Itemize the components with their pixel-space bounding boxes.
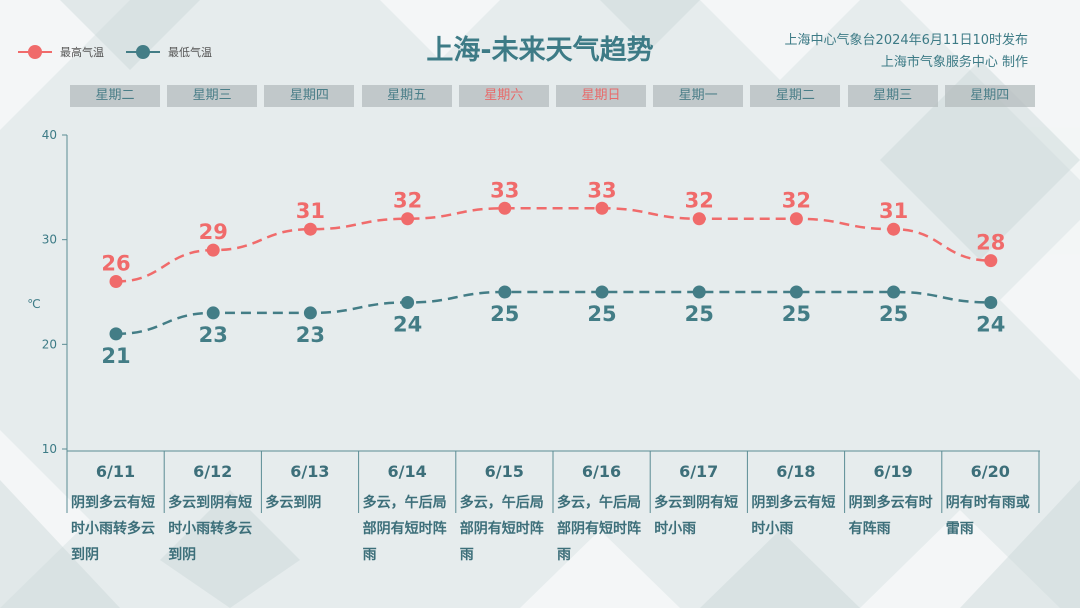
data-point-high: [692, 212, 706, 226]
legend-item-high: 最高气温: [18, 44, 104, 60]
x-tick-label: 6/19: [873, 462, 913, 481]
x-tick-label: 6/12: [193, 462, 233, 481]
weekday-label: 星期日: [556, 85, 646, 107]
legend-swatch-low: [126, 45, 160, 59]
data-point-low: [595, 285, 609, 299]
forecast-cell: 6/11: [67, 451, 164, 513]
weekday-label: 星期四: [944, 85, 1035, 107]
data-label-high: 32: [685, 189, 714, 213]
x-tick-label: 6/15: [484, 462, 524, 481]
weather-description: 多云，午后局部阴有短时阵雨: [362, 495, 447, 563]
data-point-low: [789, 285, 803, 299]
data-label-high: 29: [199, 220, 228, 244]
weather-description: 阴有时有雨或雷雨: [945, 495, 1030, 537]
weather-description: 多云，午后局部阴有短时阵雨: [557, 495, 641, 563]
data-label-high: 33: [490, 178, 519, 202]
x-tick-label: 6/20: [970, 462, 1010, 481]
y-tick-label: 30: [42, 233, 57, 247]
series-line-high: [115, 207, 991, 283]
data-label-high: 32: [782, 189, 811, 213]
forecast-cell: 6/15: [456, 451, 553, 513]
issuer-line-1: 上海中心气象台2024年6月11日10时发布: [784, 33, 1028, 48]
forecast-cell: 6/12: [164, 451, 261, 513]
data-label-high: 26: [101, 252, 130, 276]
issuer-line-2: 上海市气象服务中心 制作: [880, 55, 1028, 70]
issuer-info: 上海中心气象台2024年6月11日10时发布 上海市气象服务中心 制作: [785, 30, 1028, 74]
data-label-low: 25: [490, 302, 519, 326]
x-tick-label: 6/16: [581, 462, 622, 481]
data-label-low: 23: [199, 323, 228, 347]
x-tick-label: 6/18: [776, 462, 816, 481]
forecast-cell: 6/20: [942, 451, 1039, 513]
y-tick-label: 40: [42, 128, 57, 142]
weekday-label: 星期二: [70, 85, 160, 107]
x-tick-label: 6/11: [95, 462, 136, 481]
forecast-cell: 6/18: [747, 451, 844, 513]
data-label-low: 24: [976, 312, 1005, 336]
data-point-high: [109, 275, 123, 289]
weekday-label: 星期三: [167, 85, 258, 107]
forecast-cell: 6/19: [845, 451, 942, 513]
data-point-high: [303, 222, 317, 236]
weather-description: 阴到多云有时有阵雨: [848, 495, 933, 537]
series-line-low: [115, 290, 991, 336]
data-point-low: [109, 327, 123, 341]
legend-swatch-high: [18, 45, 52, 59]
x-tick-label: 6/17: [679, 462, 719, 481]
legend-item-low: 最低气温: [126, 44, 212, 60]
data-point-high: [887, 222, 901, 236]
x-tick-label: 6/13: [290, 462, 330, 481]
weather-description: 多云到阴有短时小雨: [654, 495, 739, 537]
data-point-low: [401, 295, 415, 309]
data-label-high: 33: [587, 178, 616, 202]
data-point-high: [789, 212, 803, 226]
data-label-low: 25: [879, 302, 908, 326]
data-point-low: [206, 306, 220, 320]
weather-description: 多云到阴: [265, 495, 322, 511]
forecast-cell: 6/14: [359, 451, 456, 513]
y-axis-unit-label: ℃: [27, 297, 40, 311]
weekday-label: 星期一: [653, 85, 744, 107]
legend-label-low: 最低气温: [168, 46, 212, 59]
data-point-low: [887, 285, 901, 299]
forecast-cell: 6/17: [650, 451, 747, 513]
weekday-label: 星期六: [458, 85, 549, 107]
data-label-high: 31: [879, 199, 908, 223]
data-point-high: [498, 201, 512, 215]
data-point-low: [498, 285, 512, 299]
data-label-high: 28: [976, 231, 1005, 255]
y-tick-label: 20: [42, 337, 57, 351]
weather-description: 多云，午后局部阴有短时阵雨: [459, 495, 544, 563]
weekday-label: 星期四: [264, 85, 355, 107]
chart-legend: 最高气温 最低气温: [18, 44, 234, 60]
legend-label-high: 最高气温: [60, 46, 104, 59]
data-point-low: [303, 306, 317, 320]
page-title: 上海-未来天气趋势: [426, 35, 654, 66]
weather-description: 阴到多云有短时小雨转多云到阴: [71, 495, 155, 563]
data-point-low: [984, 295, 998, 309]
y-tick-label: 10: [42, 442, 57, 456]
weather-description: 多云到阴有短时小雨转多云到阴: [168, 495, 253, 563]
data-point-high: [595, 201, 609, 215]
weekday-label: 星期二: [750, 85, 841, 107]
forecast-cell: 6/13: [261, 451, 358, 513]
data-point-high: [401, 212, 415, 226]
data-point-low: [692, 285, 706, 299]
data-label-low: 24: [393, 312, 422, 336]
data-label-low: 25: [587, 302, 616, 326]
weather-description: 阴到多云有短时小雨: [751, 495, 836, 537]
data-label-high: 32: [393, 189, 422, 213]
data-point-high: [984, 254, 998, 268]
data-label-low: 25: [685, 302, 714, 326]
data-label-low: 25: [782, 302, 811, 326]
data-point-high: [206, 243, 220, 257]
data-label-low: 21: [101, 344, 130, 368]
forecast-cell: 6/16: [553, 451, 650, 513]
data-label-high: 31: [296, 199, 325, 223]
data-label-low: 23: [296, 323, 325, 347]
weekday-label: 星期五: [361, 85, 452, 107]
weekday-label: 星期三: [847, 85, 938, 107]
x-tick-label: 6/14: [387, 462, 427, 481]
